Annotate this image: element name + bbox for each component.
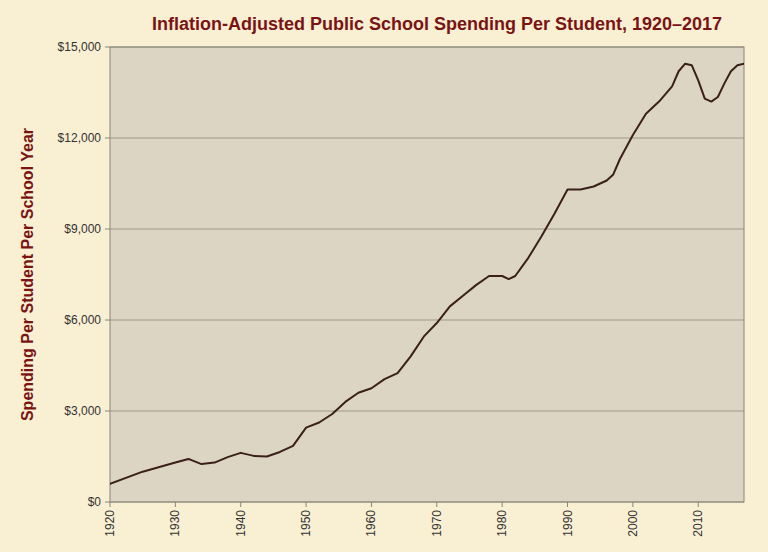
title: Inflation-Adjusted Public School Spendin… bbox=[152, 14, 722, 34]
x-tick-label: 1960 bbox=[364, 510, 378, 537]
x-tick-label: 1950 bbox=[299, 510, 313, 537]
tick-mark bbox=[632, 502, 633, 507]
grid-line bbox=[110, 411, 744, 412]
x-tick-label: 1930 bbox=[168, 510, 182, 537]
tick-mark bbox=[105, 411, 110, 412]
background bbox=[0, 0, 768, 552]
tick-mark bbox=[436, 502, 437, 507]
plot-frame bbox=[110, 47, 744, 502]
tick-mark bbox=[567, 502, 568, 507]
plot-area bbox=[110, 47, 744, 502]
y-tick-label: $9,000 bbox=[64, 222, 101, 236]
chart: $0 $3,000 $6,000 $9,000 $12,000 $15,000 1920 19… bbox=[0, 0, 768, 552]
x-tick-label: 1990 bbox=[561, 510, 575, 537]
x-tick-label: 1970 bbox=[430, 510, 444, 537]
grid-line bbox=[110, 138, 744, 139]
tick-mark bbox=[306, 502, 307, 507]
y-tick-label: $3,000 bbox=[64, 404, 101, 418]
tick-mark bbox=[240, 502, 241, 507]
grid-line bbox=[110, 320, 744, 321]
tick-mark bbox=[502, 502, 503, 507]
x-tick-label: 2010 bbox=[691, 510, 705, 537]
x-tick-label: 1940 bbox=[234, 510, 248, 537]
y-tick-label: $12,000 bbox=[58, 131, 102, 145]
tick-mark bbox=[105, 229, 110, 230]
tick-mark bbox=[371, 502, 372, 507]
x-tick-label: 2000 bbox=[626, 510, 640, 537]
tick-mark bbox=[698, 502, 699, 507]
y-tick-label: $15,000 bbox=[58, 40, 102, 54]
tick-mark bbox=[105, 320, 110, 321]
tick-mark bbox=[175, 502, 176, 507]
tick-mark bbox=[105, 47, 110, 48]
tick-mark bbox=[110, 502, 111, 507]
grid-line bbox=[110, 229, 744, 230]
page: {"chart_data": {"type": "line", "title":… bbox=[0, 0, 768, 552]
data-line bbox=[110, 64, 744, 484]
x-tick-label: 1920 bbox=[103, 510, 117, 537]
series-group bbox=[110, 64, 744, 484]
y-tick-label: $0 bbox=[88, 495, 102, 509]
x-tick-label: 1980 bbox=[495, 510, 509, 537]
tick-mark bbox=[105, 138, 110, 139]
y-axis-label: Spending Per Student Per School Year bbox=[19, 128, 36, 421]
y-tick-label: $6,000 bbox=[64, 313, 101, 327]
tick-mark bbox=[105, 502, 110, 503]
